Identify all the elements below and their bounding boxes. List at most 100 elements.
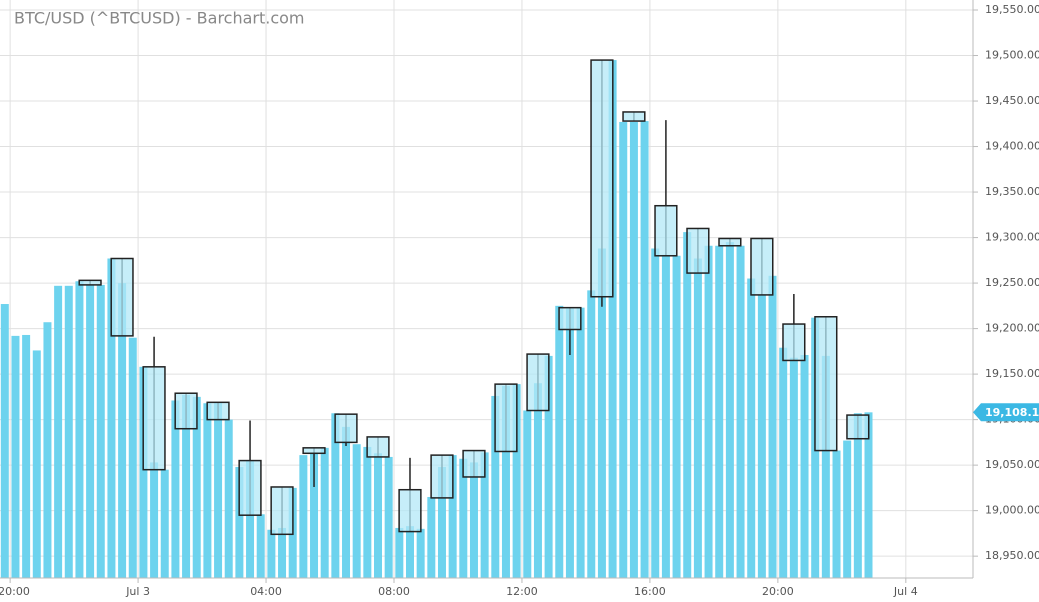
candle-body	[750, 237, 774, 296]
price-bar	[565, 308, 574, 578]
price-bar	[128, 337, 137, 578]
price-bar	[512, 384, 521, 578]
labels: 18,950.0019,000.0019,050.0019,100.0019,1…	[0, 3, 1039, 598]
candle-body	[366, 436, 390, 458]
price-bar	[171, 400, 180, 578]
last-price-label: 19,108.15	[985, 406, 1039, 419]
x-tick-label: 04:00	[250, 585, 282, 598]
price-bar	[43, 322, 52, 578]
price-bar	[235, 466, 244, 578]
price-bar	[118, 283, 127, 578]
price-bar	[22, 334, 31, 578]
price-bar	[32, 350, 41, 578]
price-bar	[821, 355, 830, 578]
candle-body	[814, 316, 838, 452]
candle-body	[622, 111, 646, 122]
price-bar	[832, 450, 841, 578]
y-tick-label: 19,450.00	[985, 94, 1039, 107]
candle-body	[654, 204, 678, 257]
candle-body	[78, 279, 102, 286]
candle-body	[782, 323, 806, 362]
price-bar	[278, 527, 287, 578]
price-bar	[789, 357, 798, 578]
price-bar	[544, 355, 553, 578]
price-bar	[843, 440, 852, 578]
price-bar	[715, 245, 724, 578]
price-bar	[853, 413, 862, 578]
price-bar	[597, 248, 606, 578]
price-bar	[342, 426, 351, 578]
price-bar	[96, 284, 105, 578]
price-bar	[182, 395, 191, 578]
price-bar	[214, 402, 223, 578]
candle-body	[558, 306, 582, 331]
price-bar	[491, 395, 500, 578]
price-bar	[107, 258, 116, 578]
price-bar	[864, 412, 873, 578]
candle-body	[206, 401, 230, 421]
candle-body	[494, 383, 518, 453]
price-bar	[11, 335, 20, 578]
candle-body	[142, 366, 166, 471]
price-bar	[86, 284, 95, 578]
price-bar	[704, 245, 713, 578]
price-bar	[299, 455, 308, 578]
candle-body	[846, 414, 870, 440]
price-bar	[576, 307, 585, 578]
candle-body	[686, 227, 710, 274]
candle-body	[110, 257, 134, 337]
price-bar	[384, 456, 393, 578]
price-bar	[651, 248, 660, 578]
y-tick-label: 19,350.00	[985, 185, 1039, 198]
price-bar	[64, 285, 73, 578]
price-bar	[725, 242, 734, 578]
candle-body	[718, 237, 742, 247]
price-bar	[246, 460, 255, 578]
price-bar	[310, 452, 319, 578]
price-bar	[555, 305, 564, 578]
candle-body	[334, 413, 358, 444]
y-tick-label: 19,400.00	[985, 140, 1039, 153]
price-bar	[693, 258, 702, 578]
candle-body	[590, 59, 614, 298]
price-bar	[683, 232, 692, 578]
price-bar	[640, 121, 649, 579]
price-bar	[501, 385, 510, 578]
price-bar	[352, 444, 361, 578]
x-tick-label: 12:00	[506, 585, 538, 598]
price-bar	[395, 527, 404, 578]
x-tick-label: Jul 4	[893, 585, 918, 598]
x-tick-label: 20:00	[0, 585, 30, 598]
price-bar	[736, 245, 745, 578]
candle-body	[430, 454, 454, 499]
price-bar	[437, 466, 446, 578]
price-bar	[192, 396, 201, 578]
candle-body	[238, 459, 262, 516]
last-price-tag	[973, 403, 1039, 422]
price-bar	[629, 121, 638, 579]
price-bar	[203, 403, 212, 578]
x-tick-label: 20:00	[762, 585, 794, 598]
price-bar	[54, 285, 63, 578]
price-bar	[331, 413, 340, 578]
price-bar	[779, 347, 788, 578]
y-tick-label: 19,050.00	[985, 458, 1039, 471]
price-bar	[150, 462, 159, 578]
price-bar	[139, 366, 148, 578]
price-bar	[75, 281, 84, 578]
price-bar	[224, 419, 233, 578]
price-bar	[608, 60, 617, 579]
candle-body	[526, 353, 550, 412]
y-tick-label: 18,950.00	[985, 549, 1039, 562]
price-bar	[800, 354, 809, 578]
candle-body	[302, 447, 326, 455]
y-tick-label: 19,000.00	[985, 504, 1039, 517]
price-bar	[427, 496, 436, 578]
price-bar	[459, 458, 468, 578]
price-bar	[533, 383, 542, 578]
price-bar	[363, 446, 372, 578]
price-bar	[256, 514, 265, 578]
price-bar	[768, 275, 777, 578]
x-tick-label: 08:00	[378, 585, 410, 598]
